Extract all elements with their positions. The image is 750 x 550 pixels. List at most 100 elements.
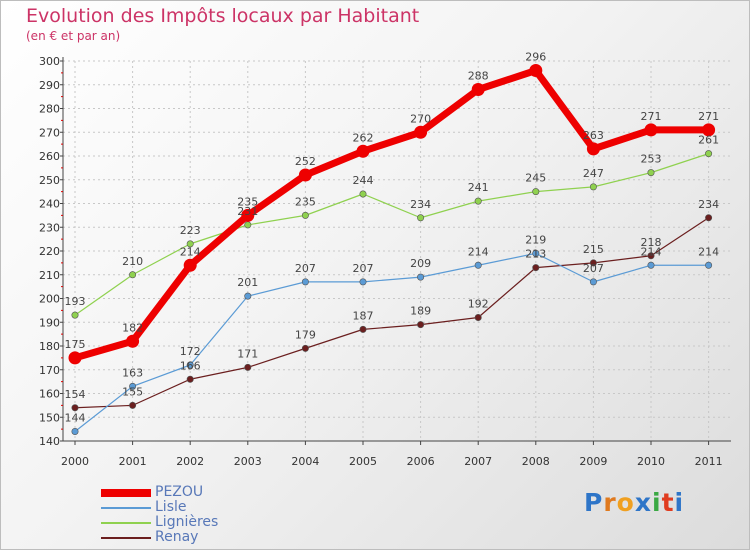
logo-letter: t [661,488,675,517]
data-label: 207 [295,262,316,275]
data-point [529,64,543,77]
series-line-lisle [74,252,709,432]
data-label: 262 [353,131,374,144]
data-label: 271 [698,110,719,123]
legend-swatch [101,537,151,539]
data-point [647,252,655,260]
data-point [68,351,82,365]
data-label: 192 [468,298,489,311]
y-tick-label: 150 [39,411,60,424]
data-label: 234 [698,198,719,211]
y-tick-label: 200 [39,293,60,306]
x-tick-label: 2007 [464,455,492,468]
data-label: 179 [295,328,316,341]
y-tick-label: 180 [39,340,60,353]
chart-title: Evolution des Impôts locaux par Habitant [26,5,420,27]
logo-letter: i [674,488,685,517]
data-label: 234 [410,198,431,211]
data-point [244,363,252,371]
data-point [532,249,540,257]
data-point [647,169,655,177]
proxiti-logo: Proxiti [584,488,684,517]
data-label: 182 [122,321,143,334]
data-point [417,273,425,281]
legend-item-pezou: PEZOU [101,484,301,501]
data-label: 175 [65,338,86,351]
data-point [301,278,309,286]
data-label: 235 [295,195,316,208]
data-point [126,334,140,348]
x-tick-label: 2005 [349,455,377,468]
data-point [586,142,600,156]
data-label: 263 [583,129,604,142]
data-label: 223 [180,224,201,237]
legend-item-lisle: Lisle [101,499,301,516]
data-point [359,190,367,198]
x-tick-label: 2009 [579,455,607,468]
data-point [186,375,194,383]
data-label: 163 [122,366,143,379]
x-tick-label: 2000 [61,455,89,468]
legend-label: Renay [155,529,199,545]
data-label: 218 [641,236,662,249]
legend-swatch [101,507,151,509]
legend-item-lignières: Lignières [101,514,301,531]
data-label: 171 [237,347,258,360]
y-tick-label: 290 [39,79,60,92]
y-tick-label: 160 [39,388,60,401]
data-point [647,261,655,269]
data-label: 207 [583,262,604,275]
data-point [298,168,312,182]
data-point [417,214,425,222]
y-tick-label: 210 [39,269,60,282]
chart-subtitle: (en € et par an) [26,29,121,43]
data-label: 207 [353,262,374,275]
logo-letter: o [616,488,635,517]
logo-letter: r [603,488,617,517]
data-label: 271 [641,110,662,123]
legend-swatch [101,522,151,524]
data-point [532,188,540,196]
legend-swatch [101,489,151,497]
y-tick-label: 280 [39,103,60,116]
data-label: 193 [65,295,86,308]
data-label: 214 [468,245,489,258]
data-point [183,258,197,272]
data-point [471,83,485,96]
data-point [301,344,309,352]
series-line-lignières [74,153,709,316]
legend-label: PEZOU [155,484,204,500]
data-point [705,261,713,269]
data-label: 235 [237,195,258,208]
data-point [129,271,137,279]
data-label: 231 [237,205,258,218]
data-label: 252 [295,155,316,168]
data-label: 215 [583,243,604,256]
y-tick-label: 230 [39,221,60,234]
data-label: 209 [410,257,431,270]
data-label: 210 [122,255,143,268]
data-point [71,427,79,435]
data-point [589,278,597,286]
data-point [705,214,713,222]
legend-item-renay: Renay [101,529,301,546]
y-tick-label: 250 [39,174,60,187]
x-tick-label: 2011 [695,455,723,468]
data-point [129,401,137,409]
data-label: 247 [583,167,604,180]
data-label: 244 [353,174,374,187]
data-label: 241 [468,181,489,194]
data-point [71,311,79,319]
y-tick-label: 220 [39,245,60,258]
y-tick-label: 260 [39,150,60,163]
data-label: 172 [180,345,201,358]
y-tick-label: 140 [39,435,60,448]
data-label: 189 [410,305,431,318]
legend-label: Lignières [155,514,219,530]
data-point [244,292,252,300]
y-tick-label: 240 [39,198,60,211]
data-label: 155 [122,385,143,398]
data-label: 214 [641,245,662,258]
data-point [702,123,716,137]
